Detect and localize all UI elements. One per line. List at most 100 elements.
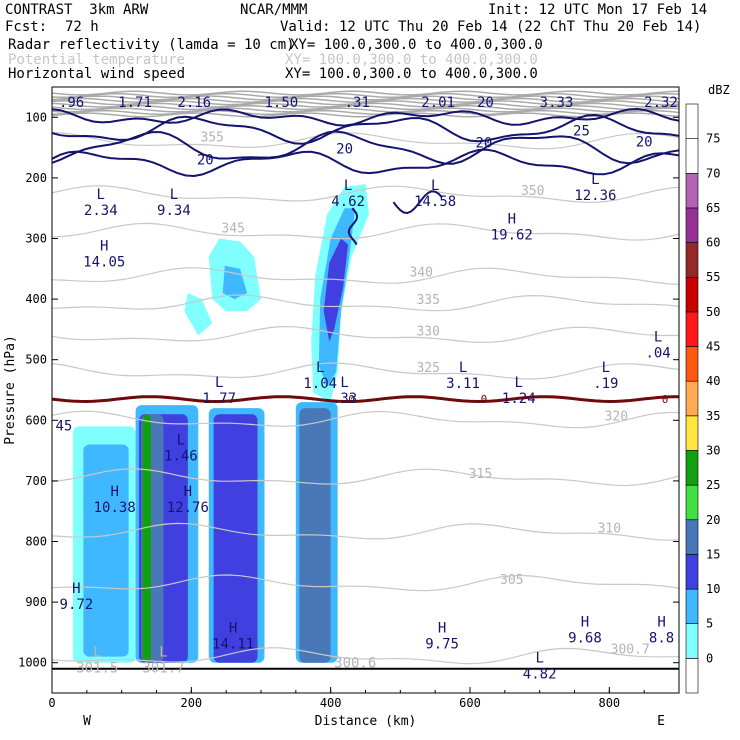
west-label: W xyxy=(83,714,91,729)
y-tick-label: 300 xyxy=(25,232,47,246)
edge-label: 45 xyxy=(55,419,72,435)
theta-line xyxy=(52,131,679,150)
extremum-value: 12.76 xyxy=(167,500,209,516)
top-contour-label: 3.33 xyxy=(540,95,574,111)
theta-band-line xyxy=(52,107,679,113)
top-contour-label: 2.01 xyxy=(421,95,455,111)
anvil-core xyxy=(323,238,349,342)
y-axis-label: Pressure (hPa) xyxy=(3,335,18,445)
theta-contour-label: 335 xyxy=(416,293,439,308)
theta-contour-label: 350 xyxy=(521,184,544,199)
colorbar-tick-label: 75 xyxy=(706,132,720,146)
theta-band-line xyxy=(52,109,679,116)
extremum-type: L xyxy=(93,645,101,661)
extremum-value: .19 xyxy=(593,376,618,392)
extremum-value: 4.82 xyxy=(523,667,557,683)
colorbar-tick-label: 5 xyxy=(706,617,713,631)
top-contour-label: 1.50 xyxy=(264,95,298,111)
extremum-value: 9.68 xyxy=(568,630,602,646)
extremum-value: 301.5 xyxy=(76,661,118,677)
colorbar-swatch xyxy=(685,346,699,382)
extremum-type: H xyxy=(229,620,237,636)
colorbar-swatch xyxy=(685,380,699,417)
extremum-value: 10.38 xyxy=(94,500,136,516)
extremum-type: H xyxy=(110,484,118,500)
theta-contour-label: 315 xyxy=(469,467,492,482)
east-label: E xyxy=(657,714,665,729)
top-contour-label: 1.71 xyxy=(118,95,152,111)
colorbar-unit: dBZ xyxy=(708,83,730,97)
extremum-type: L xyxy=(97,187,105,203)
reflectivity-cell xyxy=(142,414,151,663)
wind-contour-line xyxy=(52,107,679,127)
top-contour-label: 2.32 xyxy=(644,95,678,111)
x-tick-label: 800 xyxy=(598,696,620,710)
colorbar-tick-label: 10 xyxy=(706,582,720,596)
theta-band-line xyxy=(52,105,679,111)
theta-band-line xyxy=(52,92,679,99)
valid-time: Valid: 12 UTC Thu 20 Feb 14 (22 ChT Thu … xyxy=(280,19,702,35)
extremum-type: H xyxy=(657,614,665,630)
top-contour-label: 2.16 xyxy=(177,95,211,111)
theta-line xyxy=(52,185,679,203)
extremum-value: 9.34 xyxy=(157,203,191,219)
wind-contour-label: 20 xyxy=(476,136,493,152)
theta-contour-label: 355 xyxy=(200,131,223,146)
extremum-value: 3.11 xyxy=(446,376,480,392)
colorbar-swatch xyxy=(685,415,699,451)
top-contour-label: .31 xyxy=(345,95,370,111)
field-name-wind: Horizontal wind speed xyxy=(8,66,186,82)
colorbar-swatch xyxy=(685,138,699,174)
colorbar-swatch xyxy=(685,658,699,694)
fcst-label: Fcst: xyxy=(5,19,48,35)
extremum-type: H xyxy=(581,614,589,630)
y-tick-label: 400 xyxy=(25,292,47,306)
theta-line xyxy=(52,325,679,344)
colorbar-swatch xyxy=(685,242,699,278)
colorbar-swatch xyxy=(685,554,699,590)
x-tick-label: 200 xyxy=(180,696,202,710)
top-contour-label: 20 xyxy=(477,95,494,111)
theta-contour-label: 325 xyxy=(416,361,439,376)
colorbar-swatch xyxy=(685,311,699,347)
init-time: Init: 12 UTC Mon 17 Feb 14 xyxy=(488,2,708,18)
y-tick-label: 200 xyxy=(25,171,47,185)
field-xy-wind: XY= 100.0,300.0 to 400.0,300.0 xyxy=(285,66,538,82)
extremum-value: 1.24 xyxy=(502,391,536,407)
wind-contour-line xyxy=(52,148,679,178)
theta-band-line xyxy=(52,95,679,101)
theta-line xyxy=(52,522,679,541)
theta-band-line xyxy=(52,102,679,108)
colorbar-tick-label: 15 xyxy=(706,547,720,561)
extremum-type: H xyxy=(184,484,192,500)
theta-line xyxy=(52,222,679,241)
field-xy-reflectivity: XY= 100.0,300.0 to 400.0,300.0 xyxy=(290,37,543,53)
theta-line xyxy=(52,574,679,592)
reflectivity-layer xyxy=(72,402,338,663)
field-name-theta: Potential temperature xyxy=(8,52,186,68)
upper-theta-band xyxy=(52,90,679,118)
theta-line xyxy=(52,647,679,665)
extremum-value: 301.7 xyxy=(142,661,184,677)
extremum-type: L xyxy=(459,360,467,376)
model-title: CONTRAST 3km ARW xyxy=(5,2,149,18)
extremum-type: H xyxy=(508,211,516,227)
extremum-type: L xyxy=(535,651,543,667)
colorbar-tick-label: 30 xyxy=(706,443,720,457)
extremum-value: 12.36 xyxy=(574,188,616,204)
theta-band-line xyxy=(52,90,679,96)
theta-contour-label: 320 xyxy=(605,409,628,424)
colorbar-tick-label: 65 xyxy=(706,201,720,215)
extremum-type: L xyxy=(344,178,352,194)
extremum-type: L xyxy=(340,375,348,391)
theta-line xyxy=(52,267,679,286)
extremum-value: 19.62 xyxy=(491,227,533,243)
extremum-value: 1.46 xyxy=(164,449,198,465)
colorbar-tick-label: 45 xyxy=(706,340,720,354)
extremum-value: 2.34 xyxy=(84,203,118,219)
extremum-value: 1.04 xyxy=(303,376,337,392)
wind-contour-line xyxy=(392,190,443,215)
extremum-value: 4.62 xyxy=(331,194,365,210)
upper-cell-small xyxy=(184,293,213,336)
